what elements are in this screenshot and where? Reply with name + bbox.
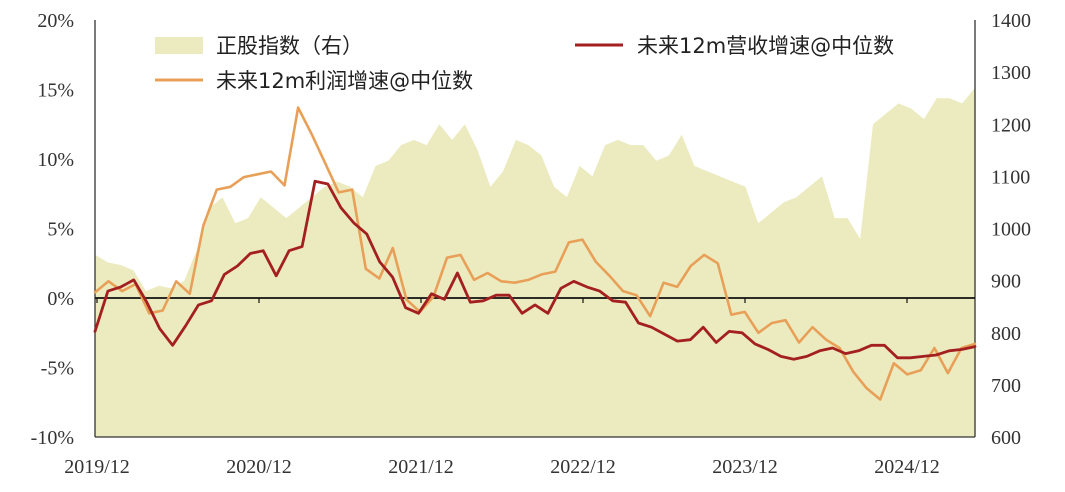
- y-left-tick-label: -10%: [31, 427, 74, 449]
- y-left-tick-label: 10%: [37, 149, 74, 171]
- y-left-tick-label: 0%: [47, 288, 74, 310]
- y-right-tick-label: 800: [991, 323, 1021, 345]
- x-tick-label: 2022/12: [550, 456, 616, 478]
- y-left-tick-label: 5%: [47, 219, 74, 241]
- x-tick-label: 2020/12: [226, 456, 292, 478]
- x-tick-label: 2024/12: [874, 456, 940, 478]
- y-right-tick-label: 600: [991, 427, 1021, 449]
- y-left-tick-label: 20%: [37, 10, 74, 32]
- index-area-layer: [95, 87, 975, 438]
- y-right-tick-label: 900: [991, 271, 1021, 293]
- legend-swatch-index: [155, 37, 203, 54]
- axes-layer: [94, 20, 976, 438]
- y-right-tick-label: 1400: [991, 10, 1031, 32]
- legend-label-revenue: 未来12m营收增速@中位数: [637, 34, 894, 58]
- x-tick-label: 2023/12: [712, 456, 778, 478]
- tick-labels-layer: 20% 15% 10% 5% 0% -5% -10% 1400 1300 1200 1100 1000…: [31, 10, 1031, 478]
- y-right-tick-label: 1300: [991, 62, 1031, 84]
- y-right-tick-label: 1100: [991, 166, 1030, 188]
- x-tick-label: 2021/12: [388, 456, 454, 478]
- y-left-tick-label: 15%: [37, 80, 74, 102]
- y-right-tick-label: 1200: [991, 114, 1031, 136]
- legend: 正股指数（右） 未来12m营收增速@中位数 未来12m利润增速@中位数: [155, 34, 894, 93]
- legend-label-index: 正股指数（右）: [216, 34, 363, 58]
- y-right-tick-label: 1000: [991, 219, 1031, 241]
- y-left-tick-label: -5%: [41, 358, 74, 380]
- legend-label-profit: 未来12m利润增速@中位数: [216, 69, 473, 93]
- y-right-tick-label: 700: [991, 375, 1021, 397]
- profit-growth-line: [93, 106, 977, 401]
- series-lines-layer: [93, 106, 977, 401]
- index-area: [95, 87, 975, 438]
- x-tick-label: 2019/12: [64, 456, 130, 478]
- revenue-growth-line: [93, 179, 977, 361]
